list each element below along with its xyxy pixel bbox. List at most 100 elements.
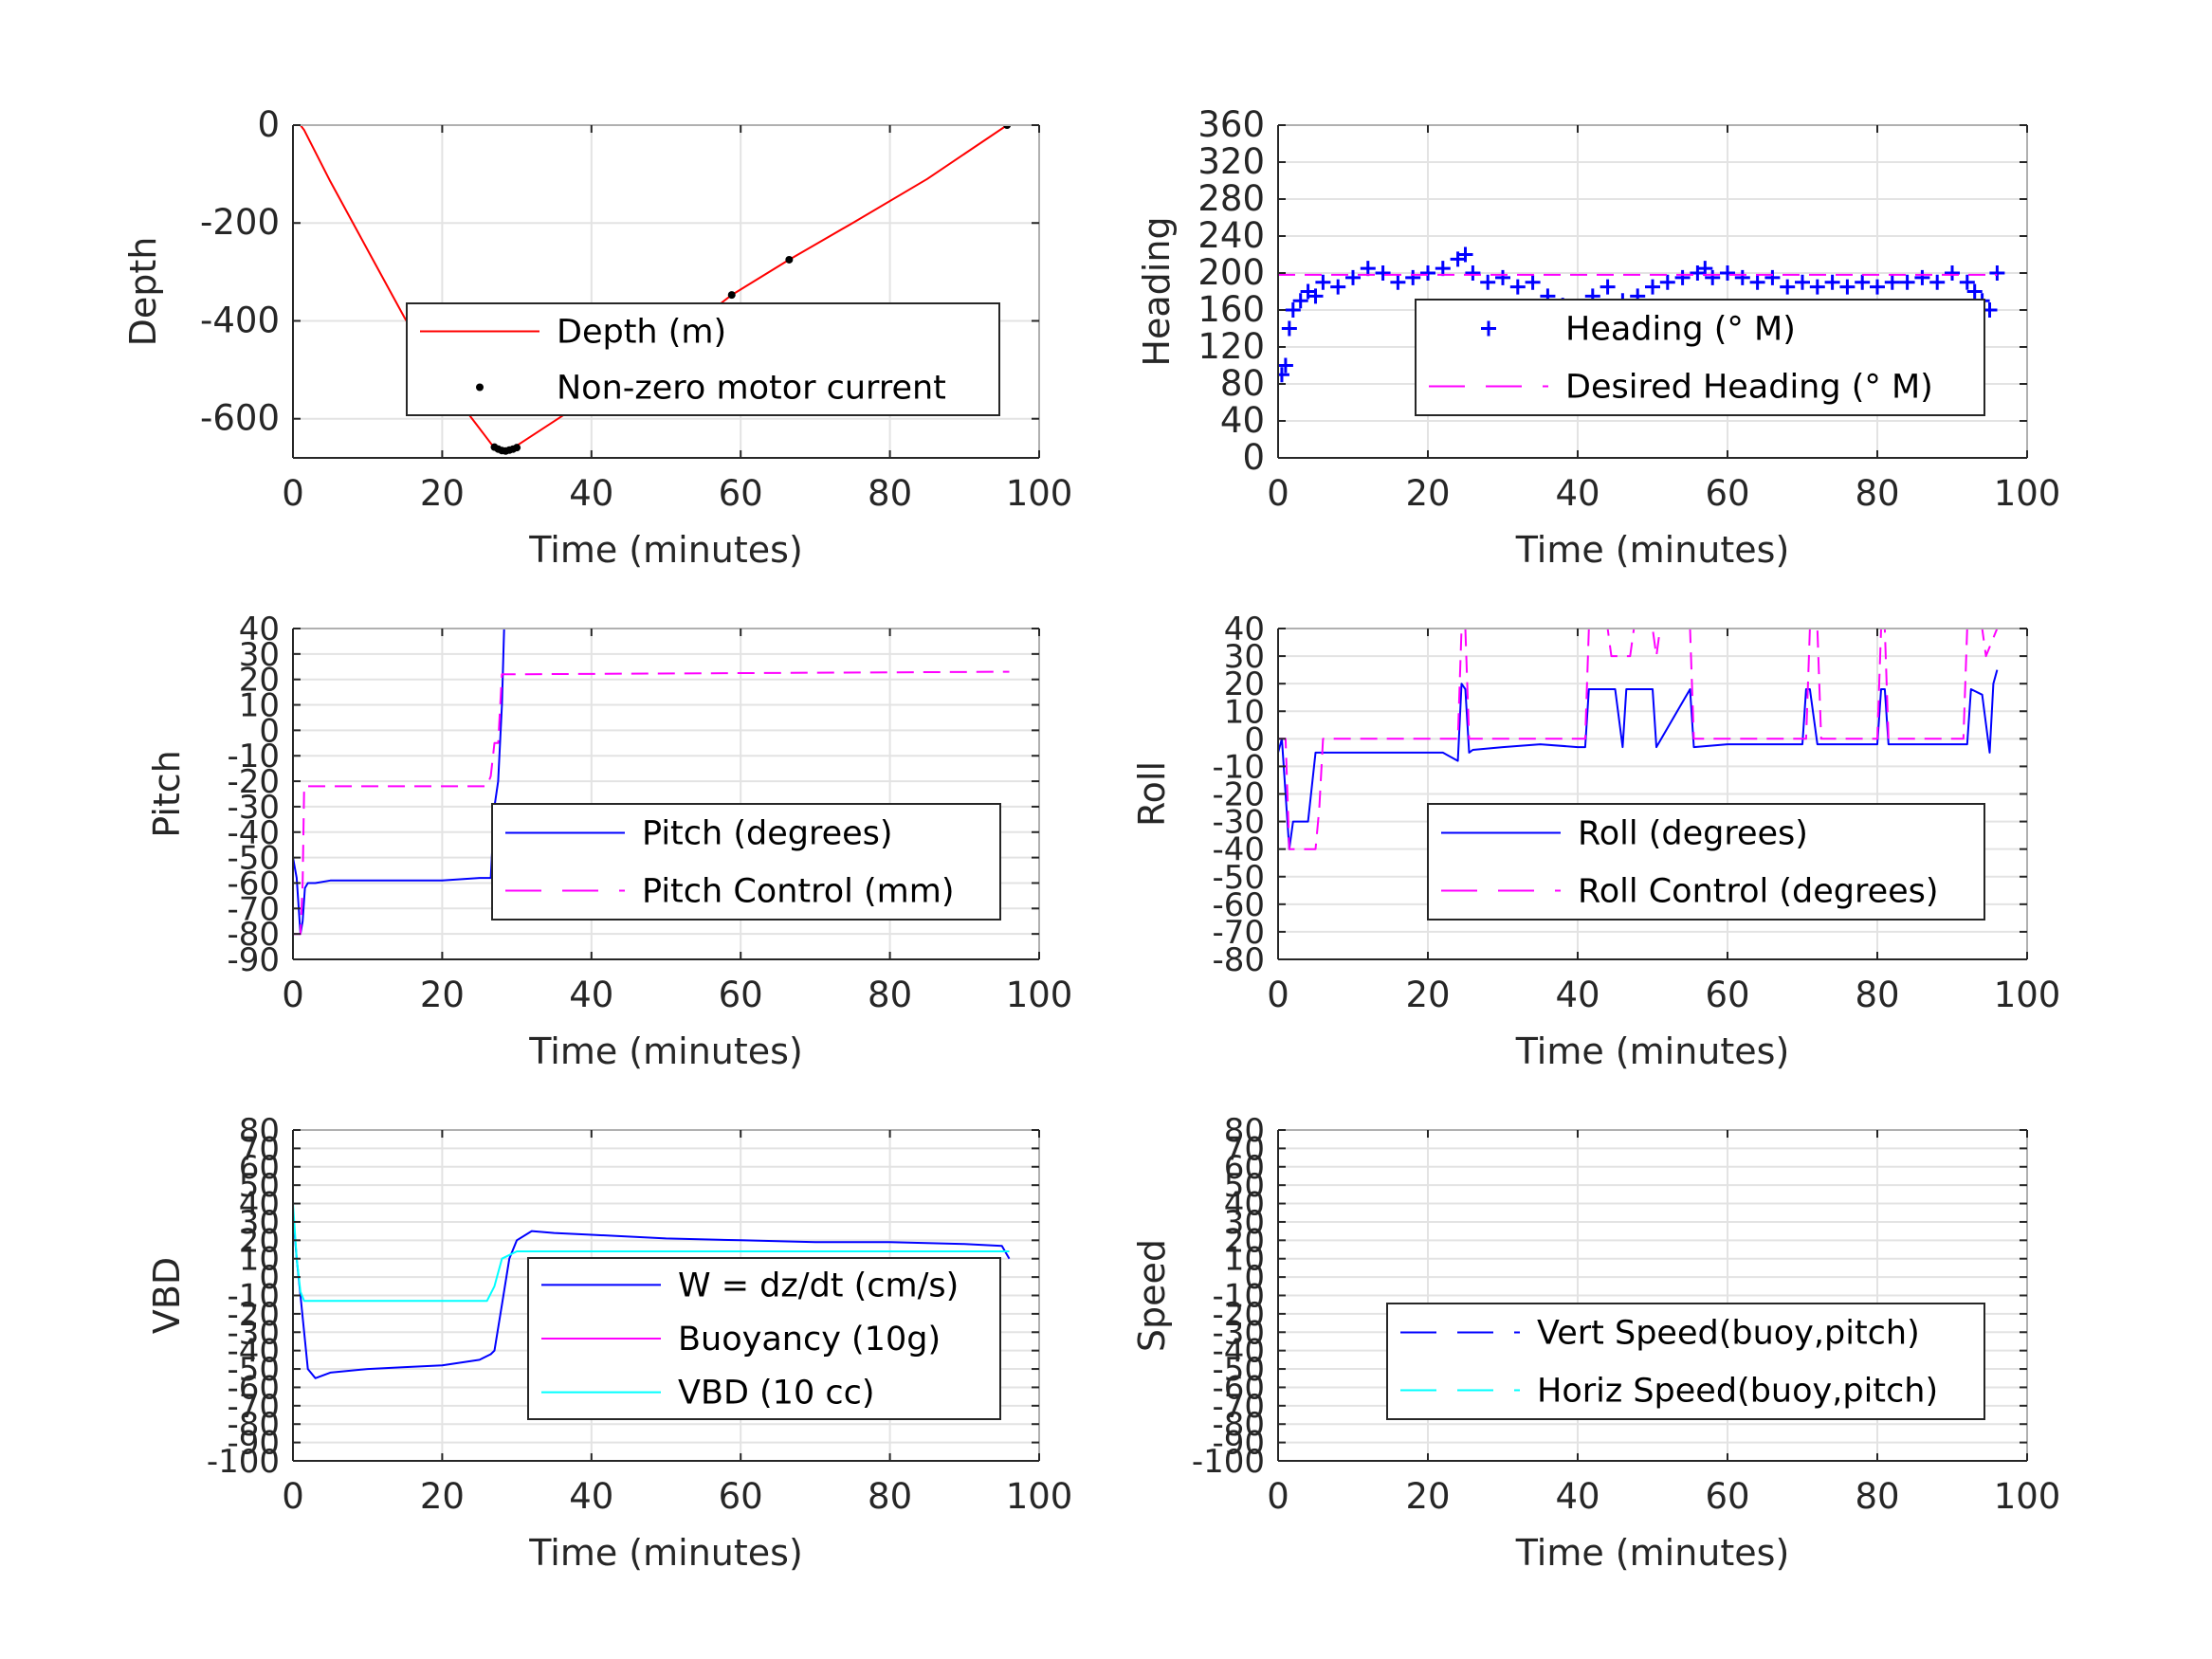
- x-tick-label: 0: [1267, 975, 1289, 1015]
- y-tick-label: -80: [1212, 1406, 1265, 1444]
- x-axis-label: Time (minutes): [1515, 1030, 1790, 1072]
- heading-marker: [1509, 279, 1526, 295]
- motor-current-marker: [513, 444, 521, 452]
- y-tick-label: -80: [227, 1406, 280, 1444]
- heading-marker: [1945, 265, 1960, 281]
- y-tick-label: -50: [1212, 859, 1265, 897]
- heading-marker: [1989, 265, 2005, 281]
- x-tick-label: 0: [1267, 473, 1289, 514]
- y-tick-label: -10: [1212, 748, 1265, 786]
- x-tick-label: 80: [1855, 975, 1899, 1015]
- x-tick-label: 100: [1006, 473, 1073, 514]
- y-tick-label: -10: [227, 738, 280, 775]
- y-tick-label: 20: [239, 662, 280, 700]
- x-tick-label: 80: [1855, 473, 1899, 514]
- x-tick-label: 40: [569, 1476, 613, 1517]
- y-tick-label: -30: [1212, 1314, 1265, 1352]
- heading-marker: [1824, 274, 1840, 290]
- y-tick-label: 30: [1224, 1204, 1265, 1242]
- y-tick-label: 50: [239, 1167, 280, 1205]
- series-line-2: [293, 1203, 1010, 1303]
- heading-marker: [1281, 320, 1297, 337]
- legend-box: [1427, 803, 1985, 921]
- y-tick-label: 10: [1224, 1241, 1265, 1279]
- y-tick-label: 40: [1224, 1186, 1265, 1224]
- y-tick-label: 80: [1220, 363, 1265, 404]
- heading-marker: [1285, 302, 1301, 318]
- y-tick-label: -20: [1212, 776, 1265, 814]
- heading-marker: [1307, 288, 1324, 304]
- y-tick-label: -50: [227, 1351, 280, 1389]
- y-tick-label: -600: [200, 398, 280, 439]
- heading-marker: [1697, 261, 1713, 277]
- y-tick-label: -90: [227, 941, 280, 979]
- y-tick-label: 360: [1197, 104, 1265, 145]
- y-tick-label: -40: [1212, 1333, 1265, 1371]
- legend-box: [491, 803, 1001, 921]
- y-tick-label: 20: [239, 1222, 280, 1260]
- legend-label: Roll Control (degrees): [1578, 873, 1939, 911]
- y-tick-label: -90: [1212, 1425, 1265, 1463]
- heading-marker: [1405, 269, 1421, 285]
- y-tick-label: 80: [239, 1112, 280, 1150]
- heading-marker: [1495, 269, 1510, 285]
- x-tick-label: 40: [1555, 473, 1600, 514]
- y-tick-label: 50: [1224, 1167, 1265, 1205]
- pitch-legend: Pitch (degrees) Pitch Control (mm): [491, 803, 1001, 921]
- heading-marker: [1390, 274, 1406, 290]
- y-tick-label: 40: [1224, 611, 1265, 648]
- y-tick-label: -70: [227, 890, 280, 928]
- x-tick-label: 80: [868, 473, 912, 514]
- heading-marker: [1839, 279, 1856, 295]
- y-tick-label: -200: [200, 202, 280, 243]
- x-tick-label: 100: [1006, 975, 1073, 1015]
- heading-marker: [1525, 274, 1541, 290]
- y-tick-label: 40: [239, 1186, 280, 1224]
- y-tick-label: 120: [1197, 326, 1265, 367]
- x-tick-label: 80: [1855, 1476, 1899, 1517]
- series-line-0: [1278, 669, 1999, 850]
- x-tick-label: 0: [1267, 1476, 1289, 1517]
- x-tick-label: 60: [719, 1476, 763, 1517]
- heading-marker: [1884, 274, 1900, 290]
- heading-marker: [1330, 279, 1346, 295]
- heading-marker: [1870, 279, 1885, 295]
- series-line-0: [293, 1212, 1011, 1379]
- legend-box: [406, 302, 1000, 416]
- vbd-data: [293, 1203, 1011, 1379]
- roll-data: [1278, 629, 1999, 850]
- x-axis-label: Time (minutes): [528, 1532, 803, 1574]
- heading-marker: [1749, 274, 1765, 290]
- x-tick-label: 20: [1405, 473, 1450, 514]
- heading-chart: 0 20 40 60 80 10004080120160200240280320360Ti…: [1136, 104, 2060, 571]
- heading-marker: [1809, 279, 1825, 295]
- y-tick-label: 40: [1220, 400, 1265, 441]
- heading-marker: [1345, 269, 1361, 285]
- x-tick-label: 20: [420, 473, 465, 514]
- y-tick-label: -60: [227, 865, 280, 902]
- heading-marker: [1360, 261, 1376, 277]
- heading-marker: [1705, 269, 1721, 285]
- x-tick-label: 100: [1994, 975, 2061, 1015]
- heading-marker: [1480, 274, 1496, 290]
- y-tick-label: -10: [1212, 1278, 1265, 1316]
- x-tick-label: 0: [282, 975, 304, 1015]
- y-tick-label: -10: [227, 1278, 280, 1316]
- x-tick-label: 40: [569, 473, 613, 514]
- y-tick-label: -20: [227, 1296, 280, 1334]
- x-tick-label: 60: [1705, 473, 1749, 514]
- y-tick-label: 30: [1224, 638, 1265, 676]
- legend-label: Heading (° M): [1565, 311, 1796, 349]
- legend-swatch: [476, 383, 484, 392]
- y-tick-label: -400: [200, 300, 280, 340]
- x-tick-label: 100: [1006, 1476, 1073, 1517]
- y-tick-label: 60: [239, 1149, 280, 1187]
- heading-marker: [1959, 274, 1975, 290]
- heading-marker: [1734, 269, 1750, 285]
- y-tick-label: -100: [207, 1443, 280, 1481]
- legend-label: Pitch Control (mm): [642, 873, 954, 911]
- y-tick-label: 280: [1197, 178, 1265, 219]
- y-tick-label: -70: [1212, 914, 1265, 952]
- y-tick-label: 320: [1197, 141, 1265, 182]
- y-tick-label: 40: [239, 611, 280, 648]
